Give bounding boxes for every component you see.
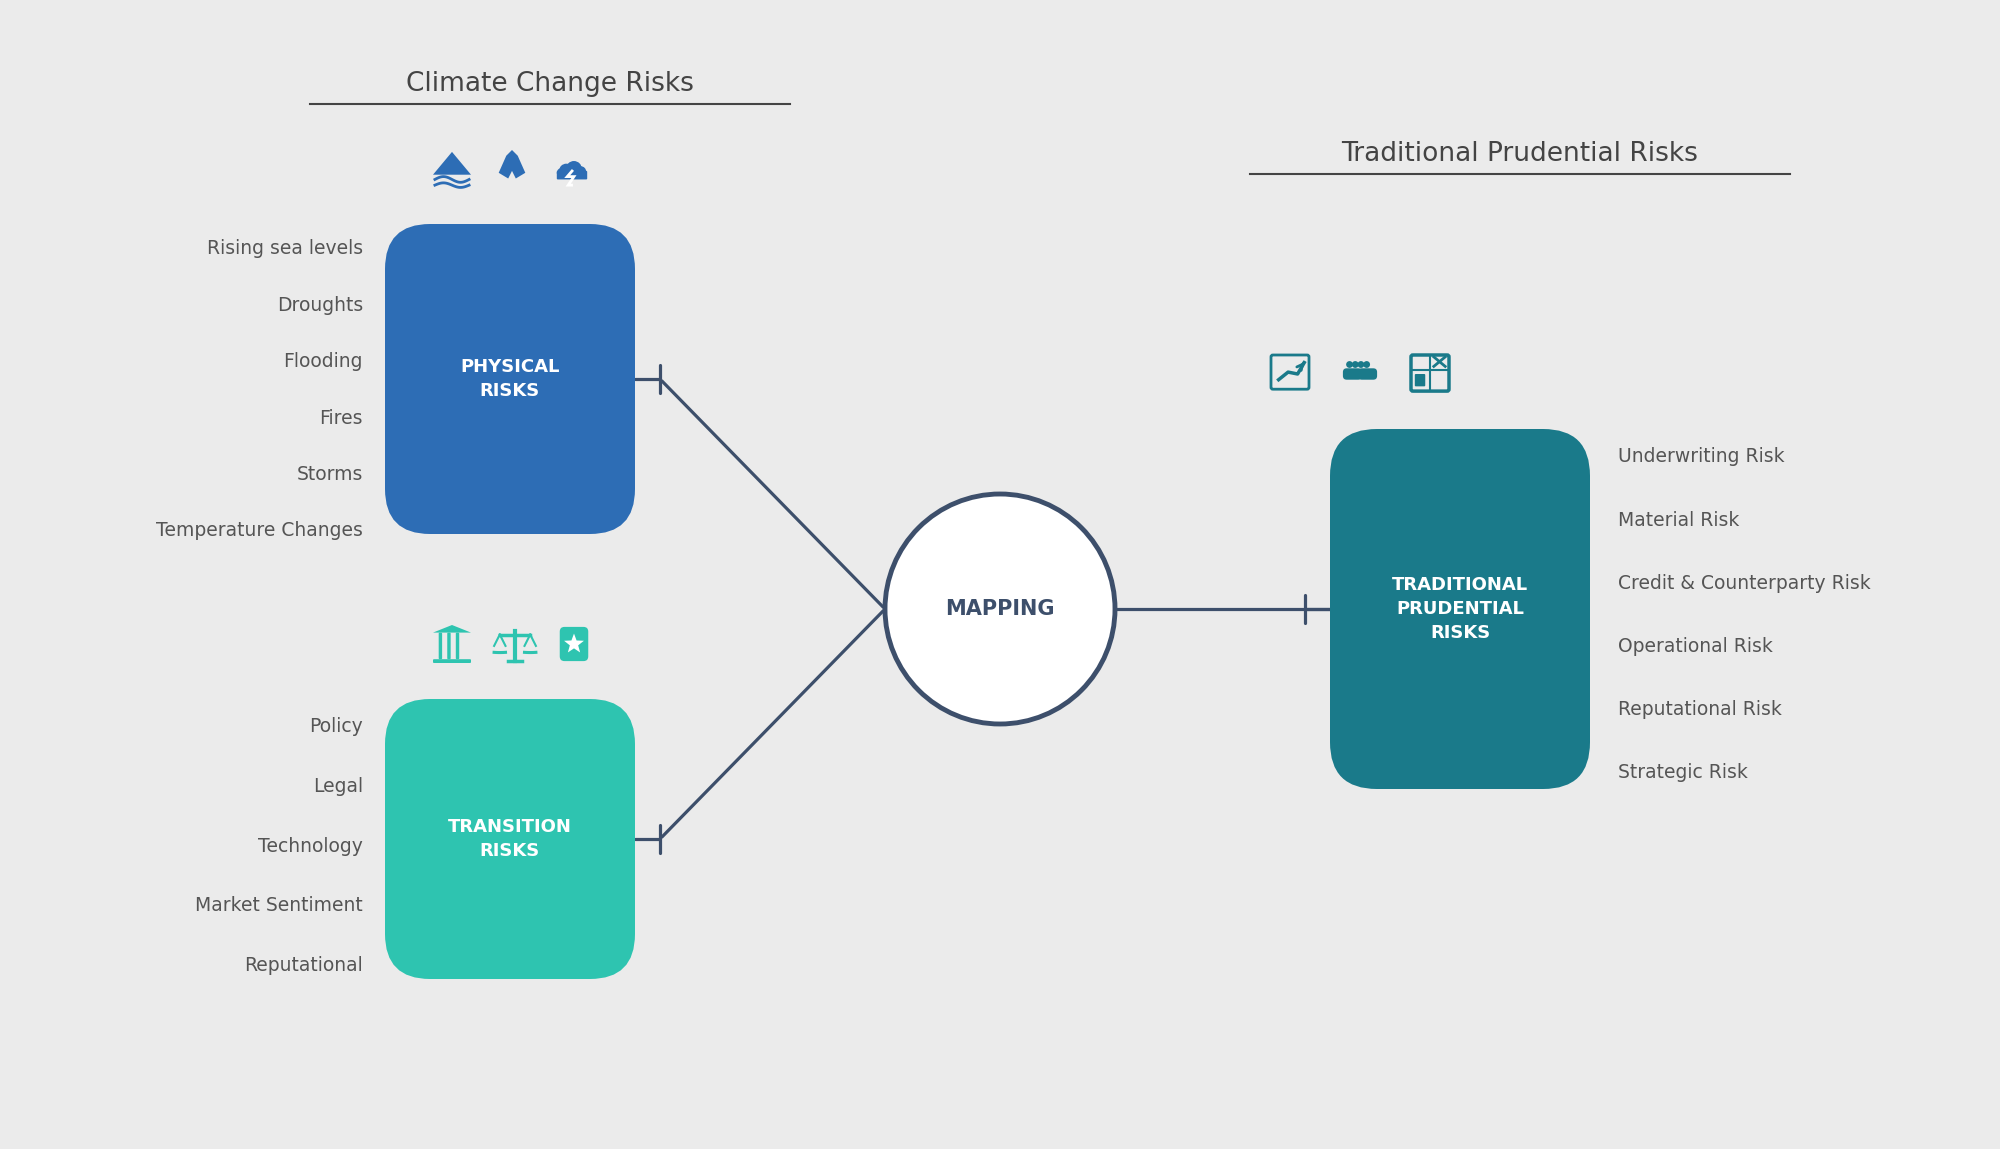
- Text: Rising sea levels: Rising sea levels: [206, 239, 362, 259]
- FancyBboxPatch shape: [556, 171, 588, 179]
- FancyBboxPatch shape: [1414, 375, 1426, 386]
- Circle shape: [884, 494, 1116, 724]
- Polygon shape: [432, 625, 472, 633]
- Text: Storms: Storms: [296, 465, 362, 484]
- FancyBboxPatch shape: [1330, 429, 1590, 789]
- FancyBboxPatch shape: [1358, 369, 1378, 379]
- Text: Credit & Counterparty Risk: Credit & Counterparty Risk: [1618, 573, 1870, 593]
- Text: Traditional Prudential Risks: Traditional Prudential Risks: [1342, 141, 1698, 167]
- Text: Strategic Risk: Strategic Risk: [1618, 763, 1748, 782]
- FancyBboxPatch shape: [1342, 369, 1362, 379]
- FancyBboxPatch shape: [384, 699, 636, 979]
- Text: Market Sentiment: Market Sentiment: [196, 896, 362, 916]
- FancyBboxPatch shape: [432, 660, 470, 663]
- Circle shape: [556, 168, 566, 178]
- Circle shape: [1352, 361, 1358, 368]
- Text: Legal: Legal: [312, 777, 362, 796]
- Circle shape: [1346, 361, 1352, 368]
- FancyBboxPatch shape: [560, 627, 588, 661]
- Text: Reputational Risk: Reputational Risk: [1618, 700, 1782, 719]
- Text: Droughts: Droughts: [276, 295, 362, 315]
- Text: MAPPING: MAPPING: [946, 599, 1054, 619]
- Polygon shape: [498, 151, 526, 178]
- Circle shape: [1364, 361, 1370, 368]
- Text: PHYSICAL
RISKS: PHYSICAL RISKS: [460, 358, 560, 400]
- Circle shape: [1358, 361, 1364, 368]
- Text: TRANSITION
RISKS: TRANSITION RISKS: [448, 818, 572, 859]
- Text: Policy: Policy: [310, 717, 362, 737]
- FancyBboxPatch shape: [438, 633, 442, 660]
- Text: Reputational: Reputational: [244, 956, 362, 974]
- Text: Material Risk: Material Risk: [1618, 510, 1740, 530]
- Polygon shape: [564, 633, 584, 653]
- Circle shape: [560, 163, 574, 178]
- Text: Temperature Changes: Temperature Changes: [156, 522, 362, 540]
- FancyBboxPatch shape: [448, 633, 450, 660]
- Circle shape: [574, 167, 586, 178]
- Text: Fires: Fires: [320, 409, 362, 427]
- Text: Technology: Technology: [258, 836, 362, 856]
- Circle shape: [566, 161, 582, 177]
- Text: Operational Risk: Operational Risk: [1618, 637, 1772, 656]
- Text: Climate Change Risks: Climate Change Risks: [406, 71, 694, 97]
- FancyBboxPatch shape: [384, 224, 636, 534]
- Text: TRADITIONAL
PRUDENTIAL
RISKS: TRADITIONAL PRUDENTIAL RISKS: [1392, 577, 1528, 641]
- Polygon shape: [432, 152, 472, 175]
- Text: Flooding: Flooding: [284, 353, 362, 371]
- FancyBboxPatch shape: [456, 633, 460, 660]
- Text: Underwriting Risk: Underwriting Risk: [1618, 447, 1784, 466]
